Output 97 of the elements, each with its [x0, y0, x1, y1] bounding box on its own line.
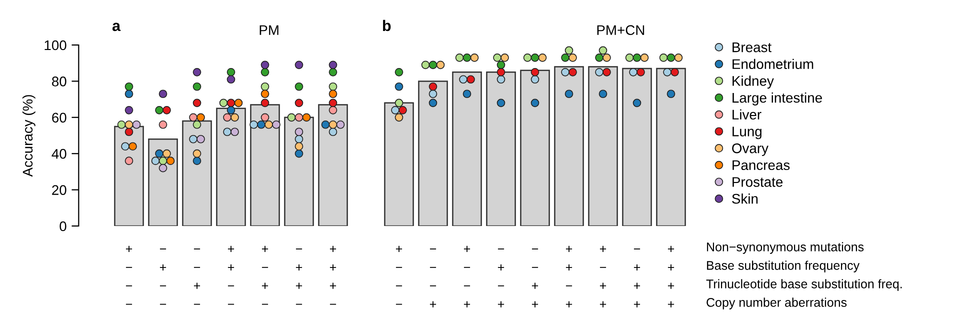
x-tick-label: + + − + — [566, 246, 572, 308]
point — [260, 90, 270, 98]
bar — [452, 72, 482, 226]
point — [192, 82, 202, 91]
category-label: + − − + — [464, 246, 470, 308]
chart-subtitle: PM — [260, 25, 278, 35]
category-label: + + − − — [228, 246, 234, 305]
bar — [318, 104, 348, 226]
x-tick-label: + − + + — [600, 246, 606, 308]
point — [328, 120, 338, 129]
x-tick-label: − + + + — [634, 248, 640, 308]
point — [226, 68, 236, 76]
point — [294, 128, 304, 136]
y-tick-label: 40 — [52, 148, 66, 159]
chart-subtitle: PM+CN — [597, 25, 644, 36]
bar — [486, 72, 516, 226]
legend-label: Skin — [732, 194, 758, 204]
point — [294, 82, 304, 91]
bar — [588, 66, 618, 226]
point — [124, 156, 134, 166]
category-label: − − + − — [194, 248, 200, 305]
bar — [520, 70, 550, 226]
chart-title: b — [383, 20, 391, 32]
category-label: − − + + — [532, 248, 538, 308]
y-tick-label: 80 — [52, 76, 66, 86]
point — [124, 120, 134, 129]
point — [294, 60, 304, 70]
text: Base substitution frequency — [707, 260, 860, 272]
x-tick-label: + − + − — [262, 246, 268, 305]
legend-label: Breast — [732, 42, 772, 52]
text: Non−synonymous mutations — [707, 242, 864, 254]
x-tick-label: − + + − — [296, 248, 302, 305]
point — [294, 98, 304, 108]
bar — [656, 68, 686, 226]
point — [158, 120, 168, 129]
point — [328, 68, 338, 76]
y-tick-label: 20 — [52, 185, 66, 195]
point — [226, 106, 236, 114]
category-label: − + − − — [160, 248, 166, 305]
point — [124, 106, 134, 114]
y-tick-label: 0 — [60, 221, 66, 232]
point — [260, 98, 270, 108]
point — [192, 68, 202, 76]
point — [328, 60, 338, 70]
legend-label: Ovary — [732, 143, 768, 156]
point — [124, 82, 134, 91]
category-label: + − − − — [396, 246, 402, 305]
point — [158, 90, 168, 98]
point — [328, 98, 338, 108]
point — [192, 156, 202, 166]
point — [226, 75, 236, 84]
legend-label: Liver — [732, 109, 762, 120]
bar — [216, 108, 246, 226]
x-tick-label: + + + + — [668, 246, 674, 308]
legend-label: Large intestine — [732, 92, 822, 106]
point — [260, 82, 270, 91]
point — [260, 113, 270, 122]
text: Copy number aberrations — [706, 298, 847, 310]
x-tick-label: − + − + — [498, 248, 504, 308]
point — [158, 164, 168, 172]
point — [294, 142, 304, 151]
point — [124, 90, 134, 98]
point — [124, 128, 134, 136]
category-label: − − − + — [430, 248, 436, 308]
point — [328, 128, 338, 136]
bar — [114, 126, 144, 226]
point — [192, 98, 202, 108]
legend-label: Lung — [732, 126, 762, 140]
legend-label: Pancreas — [732, 160, 790, 170]
bar — [622, 68, 652, 226]
legend-label: Prostate — [732, 177, 783, 187]
point — [328, 90, 338, 98]
bar — [250, 104, 280, 226]
y-tick-label: 60 — [52, 112, 66, 123]
bar — [384, 102, 414, 226]
legend-label: Endometrium — [732, 58, 814, 70]
bar — [284, 116, 314, 226]
bar — [418, 80, 448, 226]
y-tick-label: 100 — [44, 40, 66, 50]
text: Trinucleotide base substitution freq. — [706, 279, 902, 291]
point — [192, 149, 202, 158]
point — [226, 98, 236, 108]
chart-title: a — [112, 22, 121, 32]
point — [328, 106, 338, 114]
point — [260, 68, 270, 76]
bar — [554, 66, 584, 226]
bar — [182, 120, 212, 226]
point — [294, 113, 304, 122]
legend-label: Kidney — [732, 76, 774, 89]
category-label: + − − − — [126, 246, 132, 305]
point — [192, 120, 202, 129]
x-tick-label: + + + − — [330, 246, 336, 305]
point — [158, 156, 168, 166]
point — [260, 60, 270, 70]
point — [294, 149, 304, 158]
point — [328, 82, 338, 91]
y-axis-title: Accuracy (%) — [22, 95, 36, 177]
